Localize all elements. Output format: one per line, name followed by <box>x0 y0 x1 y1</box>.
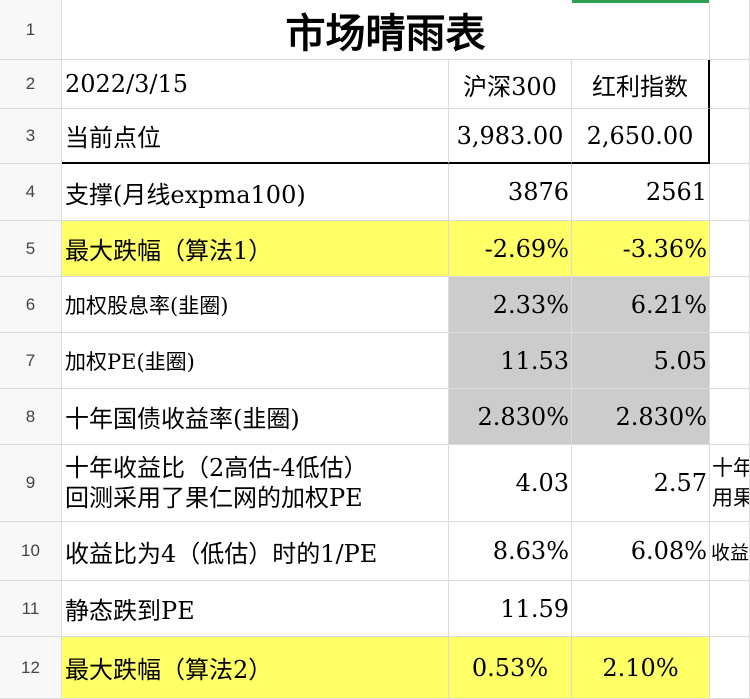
value-max-drop-2-dividend[interactable]: 2.10% <box>572 637 710 699</box>
row-header-6[interactable]: 6 <box>0 277 62 333</box>
row-header-1[interactable]: 1 <box>0 0 62 60</box>
row-header-4[interactable]: 4 <box>0 164 62 221</box>
row-header-10[interactable]: 10 <box>0 522 62 581</box>
label-bond-yield[interactable]: 十年国债收益率(韭圈) <box>62 389 449 445</box>
cell-E11[interactable] <box>710 581 750 637</box>
overflow-text-line1: 十年 <box>712 456 750 480</box>
value-ten-year-ratio-dividend[interactable]: 2.57 <box>572 445 710 522</box>
value-current-dividend[interactable]: 2,650.00 <box>572 109 710 164</box>
label-support[interactable]: 支撑(月线expma100) <box>62 164 449 221</box>
value-static-pe-dividend[interactable] <box>572 581 710 637</box>
cell-E5[interactable] <box>710 221 750 277</box>
value-max-drop-2-hs300[interactable]: 0.53% <box>449 637 572 699</box>
cell-E6[interactable] <box>710 277 750 333</box>
cell-E7[interactable] <box>710 333 750 389</box>
value-bond-yield-hs300[interactable]: 2.830% <box>449 389 572 445</box>
value-inverse-pe-dividend[interactable]: 6.08% <box>572 522 710 581</box>
row-header-7[interactable]: 7 <box>0 333 62 389</box>
value-max-drop-1-dividend[interactable]: -3.36% <box>572 221 710 277</box>
row-header-9[interactable]: 9 <box>0 445 62 522</box>
value-current-hs300[interactable]: 3,983.00 <box>449 109 572 164</box>
cell-E9-overflow[interactable]: 十年 用果 <box>710 445 750 522</box>
label-static-pe[interactable]: 静态跌到PE <box>62 581 449 637</box>
date-cell[interactable]: 2022/3/15 <box>62 60 449 109</box>
value-weighted-pe-hs300[interactable]: 11.53 <box>449 333 572 389</box>
column-selection-indicator <box>572 0 710 3</box>
row-header-8[interactable]: 8 <box>0 389 62 445</box>
label-current-level[interactable]: 当前点位 <box>62 109 449 164</box>
label-ten-year-ratio[interactable]: 十年收益比（2高估-4低估） 回测采用了果仁网的加权PE <box>62 445 449 522</box>
header-dividend-index[interactable]: 红利指数 <box>572 60 710 109</box>
label-dividend-yield[interactable]: 加权股息率(韭圈) <box>62 277 449 333</box>
overflow-text-line2: 用果 <box>712 486 750 510</box>
value-dividend-yield-dividend[interactable]: 6.21% <box>572 277 710 333</box>
label-max-drop-2[interactable]: 最大跌幅（算法2） <box>62 637 449 699</box>
label-ten-year-ratio-line1: 十年收益比（2高估-4低估） <box>65 454 368 482</box>
value-bond-yield-dividend[interactable]: 2.830% <box>572 389 710 445</box>
cell-E3[interactable] <box>710 109 750 164</box>
cell-E4[interactable] <box>710 164 750 221</box>
row-header-2[interactable]: 2 <box>0 60 62 109</box>
row-header-3[interactable]: 3 <box>0 109 62 164</box>
sheet-title[interactable]: 市场晴雨表 <box>62 0 710 60</box>
cell-E2[interactable] <box>710 60 750 109</box>
cell-E10-overflow[interactable]: 收益 <box>710 522 750 581</box>
value-support-hs300[interactable]: 3876 <box>449 164 572 221</box>
label-max-drop-1[interactable]: 最大跌幅（算法1） <box>62 221 449 277</box>
header-hs300[interactable]: 沪深300 <box>449 60 572 109</box>
label-weighted-pe[interactable]: 加权PE(韭圈) <box>62 333 449 389</box>
label-inverse-pe[interactable]: 收益比为4（低估）时的1/PE <box>62 522 449 581</box>
row-header-11[interactable]: 11 <box>0 581 62 637</box>
value-dividend-yield-hs300[interactable]: 2.33% <box>449 277 572 333</box>
cell-E12[interactable] <box>710 637 750 699</box>
label-ten-year-ratio-line2: 回测采用了果仁网的加权PE <box>65 484 363 512</box>
value-support-dividend[interactable]: 2561 <box>572 164 710 221</box>
cell-E8[interactable] <box>710 389 750 445</box>
value-inverse-pe-hs300[interactable]: 8.63% <box>449 522 572 581</box>
value-static-pe-hs300[interactable]: 11.59 <box>449 581 572 637</box>
value-ten-year-ratio-hs300[interactable]: 4.03 <box>449 445 572 522</box>
value-weighted-pe-dividend[interactable]: 5.05 <box>572 333 710 389</box>
row-header-12[interactable]: 12 <box>0 637 62 699</box>
value-max-drop-1-hs300[interactable]: -2.69% <box>449 221 572 277</box>
row-header-5[interactable]: 5 <box>0 221 62 277</box>
cell-E1[interactable] <box>710 0 750 60</box>
